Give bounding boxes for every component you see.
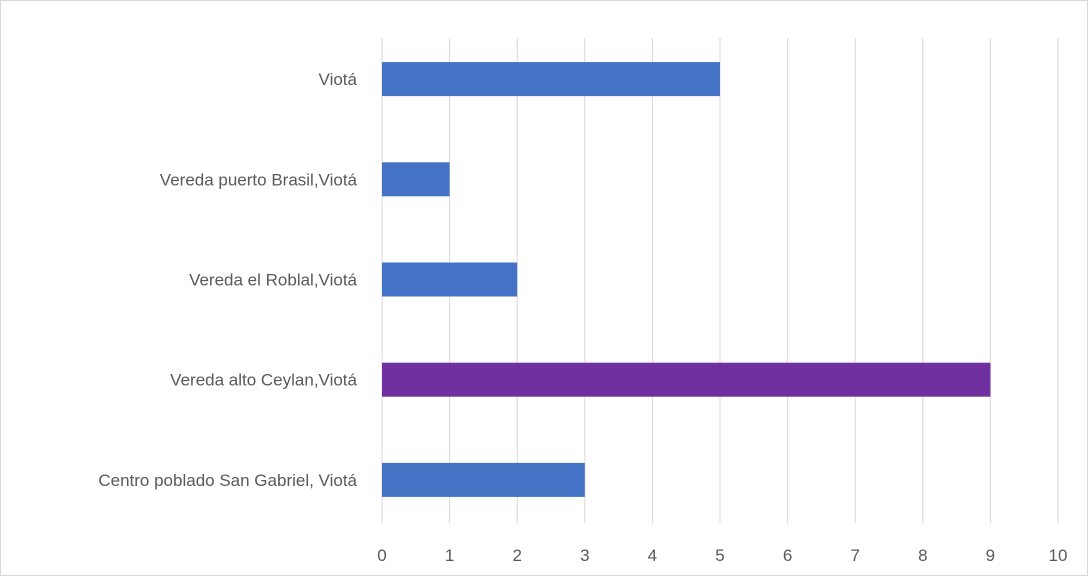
- bar: [382, 62, 720, 97]
- x-tick-label: 6: [783, 546, 792, 565]
- bar: [382, 262, 518, 297]
- x-tick-label: 0: [377, 546, 386, 565]
- x-tick-label: 8: [918, 546, 927, 565]
- x-tick-label: 9: [986, 546, 995, 565]
- category-label: Vereda puerto Brasil,Viotá: [160, 170, 358, 189]
- x-tick-label: 1: [445, 546, 454, 565]
- x-tick-label: 7: [850, 546, 859, 565]
- gridlines: [381, 38, 1059, 523]
- x-tick-label: 10: [1049, 546, 1068, 565]
- x-tick-label: 2: [512, 546, 521, 565]
- bar: [382, 462, 585, 497]
- x-tick-label: 4: [648, 546, 657, 565]
- bar: [382, 162, 450, 197]
- category-label: Centro poblado San Gabriel, Viotá: [98, 471, 357, 490]
- bar: [382, 362, 991, 397]
- category-labels: Viotá Vereda puerto Brasil,Viotá Vereda el…: [98, 70, 357, 490]
- category-label: Vereda el Roblal,Viotá: [189, 271, 357, 290]
- bars: [382, 62, 991, 497]
- category-label: Viotá: [319, 70, 358, 89]
- x-tick-label: 5: [715, 546, 724, 565]
- category-label: Vereda alto Ceylan,Viotá: [170, 371, 357, 390]
- x-axis-tick-labels: 0 1 2 3 4 5 6 7 8 9 10: [377, 546, 1067, 565]
- x-tick-label: 3: [580, 546, 589, 565]
